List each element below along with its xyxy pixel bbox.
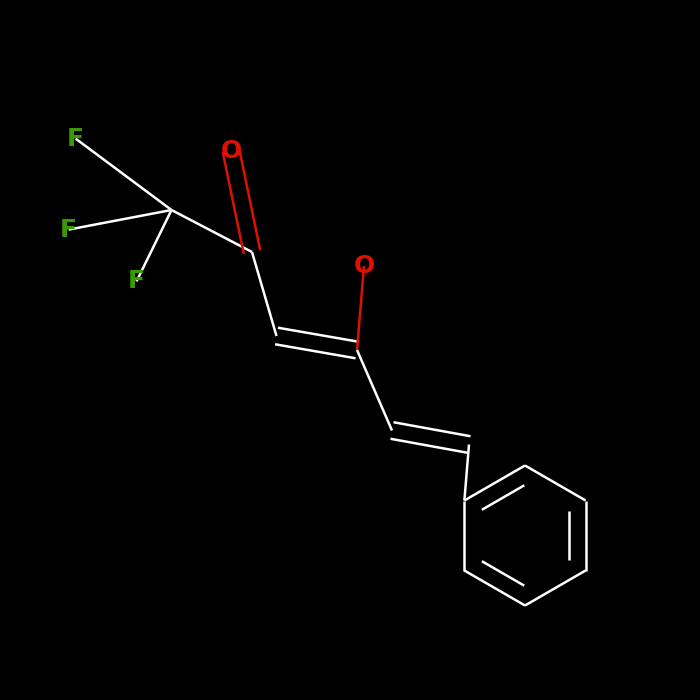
Text: O: O	[354, 254, 374, 278]
Text: O: O	[220, 139, 241, 162]
Text: F: F	[60, 218, 77, 241]
Text: F: F	[67, 127, 84, 150]
Text: F: F	[128, 270, 145, 293]
